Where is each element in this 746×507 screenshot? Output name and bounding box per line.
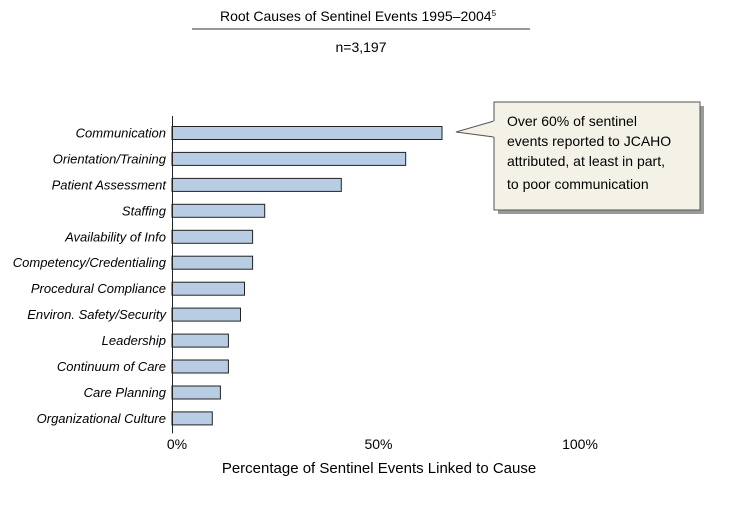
chart-title-superscript: 5: [492, 9, 497, 18]
callout-text: Over 60% of sentinel events reported to …: [507, 113, 675, 192]
callout-background: [493, 101, 701, 211]
chart-title: Root Causes of Sentinel Events 1995–2004…: [220, 8, 497, 24]
bar-9: [171, 359, 229, 374]
bar-2: [171, 177, 342, 192]
callout-line-4: to poor communication: [507, 176, 649, 192]
x-tick-labels-group: 0% 50% 100%: [167, 436, 598, 452]
bars-group: [171, 126, 443, 426]
bar-5: [171, 255, 254, 270]
category-label-10: Care Planning: [84, 385, 167, 400]
callout-line-1: Over 60% of sentinel: [507, 113, 637, 129]
category-label-7: Environ. Safety/Security: [27, 307, 167, 322]
callout-box: Over 60% of sentinel events reported to …: [455, 101, 704, 214]
x-tick-label-2: 100%: [562, 436, 598, 452]
chart-subtitle: n=3,197: [336, 39, 387, 55]
bar-6: [171, 281, 245, 296]
category-label-1: Orientation/Training: [53, 151, 167, 166]
bar-11: [171, 411, 213, 426]
category-label-2: Patient Assessment: [52, 177, 168, 192]
callout-pointer: [455, 120, 495, 138]
bar-7: [171, 307, 241, 322]
bar-0: [171, 126, 443, 140]
category-label-4: Availability of Info: [64, 229, 166, 244]
callout-line-2: events reported to JCAHO: [507, 133, 671, 149]
category-labels-group: Communication Orientation/Training Patient…: [13, 126, 168, 426]
chart-title-text: Root Causes of Sentinel Events 1995–2004: [220, 8, 492, 24]
category-label-8: Leadership: [102, 333, 166, 348]
bar-1: [171, 151, 407, 166]
bar-10: [171, 385, 221, 400]
bar-8: [171, 333, 229, 348]
x-tick-label-1: 50%: [364, 436, 392, 452]
category-label-5: Competency/Credentialing: [13, 255, 167, 270]
category-label-3: Staffing: [122, 203, 167, 218]
category-label-9: Continuum of Care: [57, 359, 166, 374]
x-axis-label: Percentage of Sentinel Events Linked to …: [222, 460, 536, 477]
category-label-6: Procedural Compliance: [31, 281, 166, 296]
bar-4: [171, 229, 254, 244]
callout-line-3: attributed, at least in part,: [507, 153, 665, 169]
category-label-11: Organizational Culture: [37, 411, 166, 426]
bar-3: [171, 203, 266, 218]
x-tick-label-0: 0%: [167, 436, 187, 452]
category-label-0: Communication: [76, 126, 166, 141]
